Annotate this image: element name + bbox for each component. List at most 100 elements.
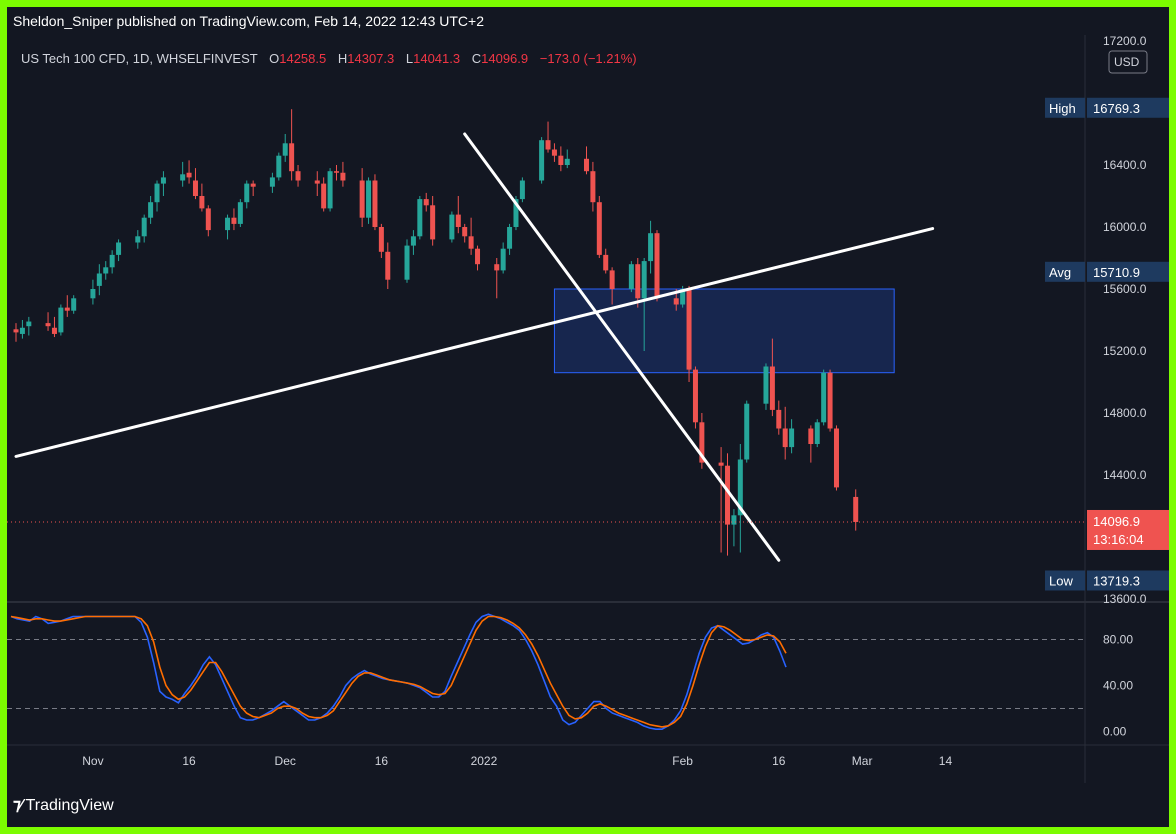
falling-trendline[interactable] [463,132,781,562]
candle-body[interactable] [180,174,186,181]
candle-body[interactable] [109,254,115,268]
candle-body[interactable] [641,261,647,299]
candle-body[interactable] [692,369,698,423]
candle-body[interactable] [289,143,295,172]
symbol-legend[interactable]: US Tech 100 CFD, 1D, WHSELFINVEST O14258… [21,51,637,66]
candle-body[interactable] [545,140,551,150]
candle-body[interactable] [590,171,596,203]
candle-body[interactable] [827,372,833,429]
candle-body[interactable] [276,155,282,178]
candle-body[interactable] [96,273,102,286]
candle-body[interactable] [673,298,679,305]
stochastic-d-line[interactable] [10,615,787,728]
candle-body[interactable] [148,202,154,218]
candle-body[interactable] [314,180,320,184]
candle-body[interactable] [372,180,378,228]
candle-body[interactable] [404,245,410,280]
candle-body[interactable] [116,242,122,255]
candle-body[interactable] [814,422,820,444]
candle-body[interactable] [763,366,769,404]
candle-body[interactable] [51,327,57,334]
candle-body[interactable] [334,171,339,173]
candle-body[interactable] [648,233,654,262]
candle-body[interactable] [699,422,705,463]
candle-body[interactable] [321,183,327,209]
candle-body[interactable] [494,264,500,271]
candle-body[interactable] [295,171,301,181]
candle-body[interactable] [455,214,461,227]
candle-body[interactable] [725,465,731,525]
candle-body[interactable] [385,251,391,280]
candle-body[interactable] [782,428,788,448]
candle-body[interactable] [808,428,814,445]
current-price-badge[interactable] [1087,509,1169,550]
candle-body[interactable] [539,140,545,181]
candle-body[interactable] [269,177,275,187]
candle-body[interactable] [731,515,737,525]
candle-body[interactable] [449,214,455,240]
candle-body[interactable] [135,236,141,243]
tradingview-logo[interactable]: ⁊⁄ TradingView [13,795,114,815]
candle-body[interactable] [558,155,564,165]
candle-body[interactable] [327,171,333,209]
candle-body[interactable] [628,264,634,289]
candle-body[interactable] [141,217,147,237]
candle-body[interactable] [551,149,557,156]
candle-body[interactable] [564,158,570,165]
candle-body[interactable] [13,329,19,333]
candle-body[interactable] [199,196,205,209]
candle-body[interactable] [744,403,750,460]
stochastic-k-line[interactable] [10,613,787,731]
candle-body[interactable] [462,227,468,237]
candle-body[interactable] [250,183,256,187]
candle-body[interactable] [507,227,513,249]
candle-body[interactable] [769,366,775,410]
candle-body[interactable] [225,217,231,231]
candle-body[interactable] [821,372,827,423]
candle-body[interactable] [468,236,474,249]
candle-body[interactable] [366,180,372,218]
candle-body[interactable] [423,199,429,206]
candle-body[interactable] [26,321,32,327]
candle-body[interactable] [500,248,506,271]
candle-body[interactable] [378,227,384,252]
candle-body[interactable] [680,289,686,305]
candle-body[interactable] [718,462,724,466]
candle-body[interactable] [192,180,198,197]
candle-body[interactable] [340,172,346,181]
candle-body[interactable] [583,158,589,172]
candle-body[interactable] [186,172,192,178]
candle-body[interactable] [475,248,481,265]
candle-body[interactable] [789,428,795,448]
candle-body[interactable] [776,409,782,429]
candle-body[interactable] [71,298,77,311]
candle-body[interactable] [737,459,743,516]
candle-body[interactable] [103,267,109,274]
candle-body[interactable] [205,208,211,231]
candle-body[interactable] [635,264,641,299]
candle-body[interactable] [609,270,615,289]
candle-body[interactable] [64,307,70,311]
candle-body[interactable] [90,289,96,299]
candle-body[interactable] [282,143,288,156]
candle-body[interactable] [833,428,839,488]
candle-body[interactable] [154,183,160,203]
candle-body[interactable] [596,202,602,255]
candle-body[interactable] [686,289,692,370]
candle-body[interactable] [654,233,660,299]
rising-trendline[interactable] [14,227,935,458]
candle-body[interactable] [45,323,51,327]
chart-canvas[interactable]: 17200.0 16400.0 16000.0 15600.0 15200.0 14800… [7,7,1169,827]
candle-body[interactable] [244,183,250,203]
candle-body[interactable] [603,254,609,271]
candle-body[interactable] [160,177,166,184]
candle-body[interactable] [359,180,365,218]
candle-body[interactable] [519,180,525,200]
candle-body[interactable] [417,199,423,237]
candle-body[interactable] [19,327,25,334]
candle-body[interactable] [853,496,859,522]
currency-badge[interactable] [1108,50,1148,74]
candle-body[interactable] [513,199,519,227]
supply-zone-box[interactable] [553,288,895,374]
candle-body[interactable] [58,307,64,333]
